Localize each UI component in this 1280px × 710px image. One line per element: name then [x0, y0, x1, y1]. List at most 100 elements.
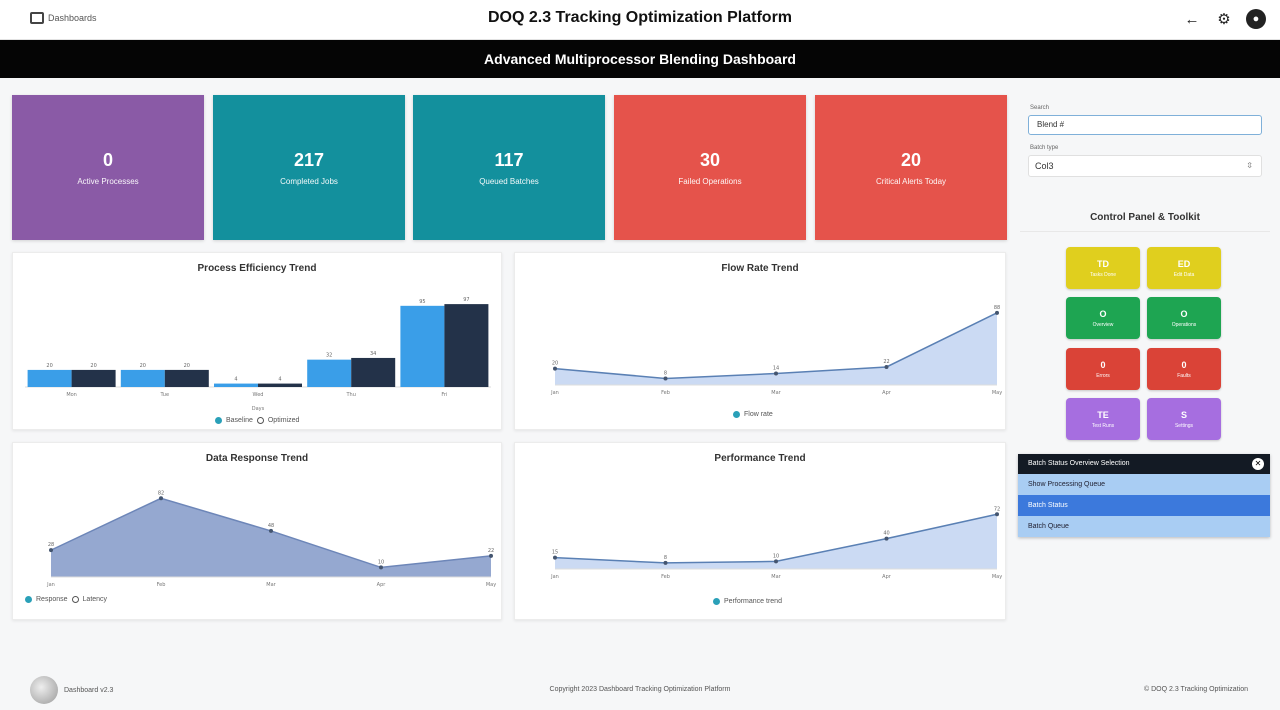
back-arrow-icon[interactable]: ←	[1184, 10, 1200, 28]
point-data-label: 15	[552, 550, 558, 556]
filter-panel: Search Blend # Batch type Col3 ⇳	[1020, 105, 1270, 177]
kpi-label: Active Processes	[77, 176, 139, 186]
response-chart-title: Data Response Trend	[205, 453, 309, 464]
legend-label-latency: Latency	[82, 596, 108, 603]
x-tick-label: Feb	[157, 582, 166, 588]
x-tick-label: May	[992, 390, 1002, 396]
x-tick-label: Apr	[882, 574, 892, 580]
kpi-label: Failed Operations	[678, 176, 742, 186]
bar-data-label: 32	[326, 353, 332, 359]
tool-tile-3[interactable]: O Operations	[1147, 297, 1221, 339]
bar-data-label: 4	[278, 377, 281, 383]
point-data-label: 40	[883, 531, 889, 537]
tool-tile-2[interactable]: O Overview	[1066, 297, 1140, 339]
listbox-item[interactable]: Batch Status	[1018, 495, 1270, 516]
x-tick-label: Mar	[266, 582, 276, 588]
app-logo[interactable]: Dashboards	[30, 12, 97, 24]
data-point-0[interactable]	[49, 548, 53, 553]
area-fill	[51, 498, 491, 577]
legend-swatch-performance	[713, 598, 720, 605]
kpi-value: 30	[699, 149, 721, 170]
bar-optimized-0[interactable]	[71, 369, 116, 387]
tile-value: 0	[1181, 359, 1187, 370]
tile-value: S	[1180, 409, 1187, 420]
x-tick-label: Jan	[46, 582, 55, 588]
data-point-2[interactable]	[774, 559, 778, 564]
point-data-label: 14	[773, 366, 779, 372]
bar-optimized-3[interactable]	[351, 357, 396, 387]
data-point-3[interactable]	[884, 536, 889, 541]
kpi-label: Completed Jobs	[280, 176, 338, 186]
user-icon[interactable]: ●	[1246, 9, 1266, 29]
point-data-label: 88	[994, 305, 1000, 311]
bar-baseline-1[interactable]	[120, 369, 165, 387]
batch-status-listbox: Batch Status Overview Selection ✕ Show P…	[1018, 454, 1270, 537]
legend-label-optimized: Optimized	[267, 417, 300, 424]
tool-tile-4[interactable]: 0 Errors	[1066, 348, 1140, 390]
batch-type-select[interactable]: Col3 ⇳	[1028, 155, 1262, 177]
footer-right-text: © DOQ 2.3 Tracking Optimization	[1144, 686, 1248, 693]
x-tick-label: Apr	[882, 390, 892, 396]
bar-baseline-0[interactable]	[27, 369, 72, 387]
data-point-1[interactable]	[663, 560, 668, 565]
response-chart-legend: Response Latency	[25, 596, 107, 603]
point-data-label: 22	[488, 548, 494, 554]
point-data-label: 10	[773, 553, 779, 559]
kpi-card-0[interactable]: 0 Active Processes	[12, 95, 204, 240]
close-icon[interactable]: ✕	[1252, 458, 1264, 470]
data-point-0[interactable]	[553, 555, 557, 560]
tool-tile-5[interactable]: 0 Faults	[1147, 348, 1221, 390]
data-point-2[interactable]	[269, 528, 273, 533]
tool-tile-6[interactable]: TE Test Runs	[1066, 398, 1140, 440]
flow-chart-title: Flow Rate Trend	[721, 263, 799, 274]
kpi-value: 0	[102, 149, 113, 170]
tool-tile-1[interactable]: ED Edit Data	[1147, 247, 1221, 289]
gear-icon[interactable]: ⚙	[1217, 11, 1231, 28]
tool-tile-0[interactable]: TD Tasks Done	[1066, 247, 1140, 289]
x-axis-label: Days	[252, 406, 265, 412]
data-point-1[interactable]	[663, 376, 668, 381]
listbox-item[interactable]: Show Processing Queue	[1028, 481, 1106, 488]
data-point-3[interactable]	[379, 565, 383, 570]
x-tick-label: Mar	[771, 574, 781, 580]
area-fill	[555, 514, 997, 569]
x-tick-label: Mon	[66, 392, 77, 398]
data-point-1[interactable]	[159, 496, 163, 501]
dashboard-banner: Advanced Multiprocessor Blending Dashboa…	[0, 40, 1280, 78]
kpi-value: 20	[900, 149, 922, 170]
performance-chart-legend: Performance trend	[713, 598, 782, 605]
tile-value: ED	[1177, 258, 1191, 269]
footer-copyright: Copyright 2023 Dashboard Tracking Optimi…	[549, 686, 731, 693]
data-point-2[interactable]	[774, 371, 778, 376]
kpi-card-2[interactable]: 117 Queued Batches	[413, 95, 605, 240]
kpi-card-3[interactable]: 30 Failed Operations	[614, 95, 806, 240]
bar-data-label: 20	[46, 363, 52, 369]
response-chart: 28 Jan 82 Feb 48 Mar 10 Apr 22 May	[46, 490, 496, 588]
bar-optimized-2[interactable]	[258, 383, 302, 387]
bar-chart-legend: Baseline Optimized	[215, 417, 299, 424]
bar-optimized-1[interactable]	[164, 369, 209, 387]
bar-baseline-4[interactable]	[400, 305, 445, 387]
listbox-item[interactable]: Batch Queue	[1028, 523, 1069, 530]
bar-data-label: 20	[184, 363, 190, 369]
data-point-4[interactable]	[489, 553, 493, 558]
point-data-label: 20	[552, 361, 558, 367]
bar-baseline-2[interactable]	[214, 383, 258, 387]
kpi-card-1[interactable]: 217 Completed Jobs	[213, 95, 405, 240]
bar-optimized-4[interactable]	[444, 304, 489, 387]
point-data-label: 28	[48, 542, 54, 548]
data-point-4[interactable]	[995, 512, 999, 517]
data-point-0[interactable]	[553, 366, 557, 371]
tile-value: TD	[1097, 258, 1109, 269]
bar-baseline-3[interactable]	[307, 359, 352, 387]
kpi-card-4[interactable]: 20 Critical Alerts Today	[815, 95, 1007, 240]
search-input[interactable]: Blend #	[1028, 115, 1262, 135]
tool-tile-7[interactable]: S Settings	[1147, 398, 1221, 440]
data-point-4[interactable]	[995, 310, 999, 315]
bar-data-label: 20	[140, 363, 146, 369]
data-point-3[interactable]	[884, 364, 889, 369]
x-tick-label: Feb	[661, 390, 670, 396]
point-data-label: 82	[158, 490, 164, 496]
tile-label: Tasks Done	[1089, 271, 1117, 278]
legend-label-performance: Performance trend	[724, 598, 782, 605]
